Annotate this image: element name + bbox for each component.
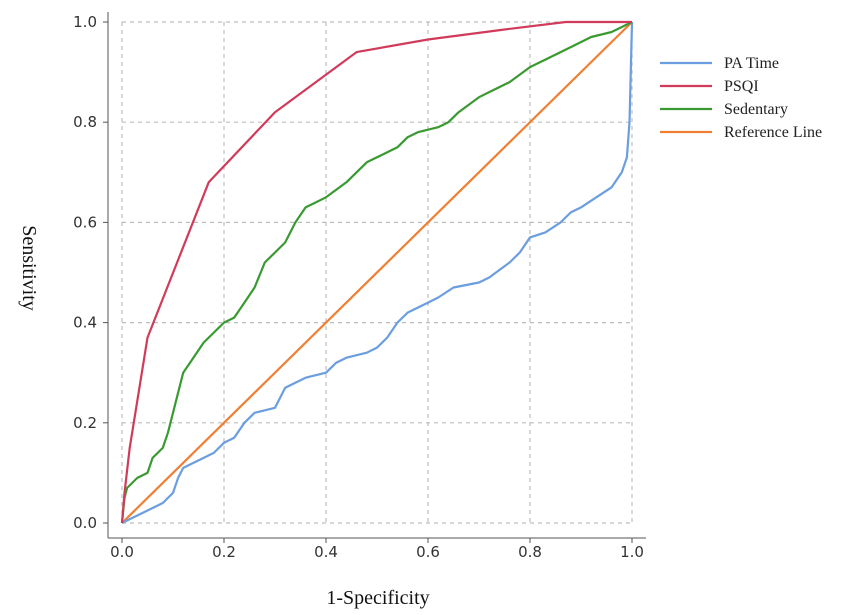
legend-label-psqi: PSQI (724, 78, 759, 95)
legend: PA Time PSQI Sedentary Reference Line (660, 55, 822, 141)
series-layer (120, 20, 634, 524)
x-axis-title: 1-Specificity (326, 587, 429, 609)
y-tick-label: 0.4 (73, 314, 97, 332)
series-line-psqi (120, 20, 632, 524)
x-tick-label: 0.4 (314, 543, 338, 561)
series-line-reference-line (121, 21, 633, 524)
legend-label-reference-line: Reference Line (724, 124, 822, 141)
y-tick-label: 1.0 (73, 13, 97, 31)
x-tick-label: 0.0 (110, 543, 134, 561)
y-tick-label: 0.2 (73, 414, 97, 432)
axes (103, 12, 646, 543)
y-axis-title: Sensitivity (18, 225, 40, 311)
x-tick-label: 0.2 (212, 543, 236, 561)
y-tick-label: 0.0 (73, 514, 97, 532)
x-tick-label: 0.6 (416, 543, 440, 561)
y-tick-label: 0.6 (73, 213, 97, 231)
legend-label-pa-time: PA Time (724, 55, 779, 72)
legend-label-sedentary: Sedentary (724, 101, 788, 118)
series-line-sedentary (120, 21, 633, 524)
series-line-pa-time (121, 21, 634, 524)
y-tick-label: 0.8 (73, 113, 97, 131)
tick-labels: 0.0 0.2 0.4 0.6 0.8 1.0 0.0 0.2 0.4 0.6 0.8 1.0 (73, 13, 644, 561)
grid (121, 21, 633, 524)
x-tick-label: 0.8 (518, 543, 542, 561)
x-tick-label: 1.0 (620, 543, 644, 561)
